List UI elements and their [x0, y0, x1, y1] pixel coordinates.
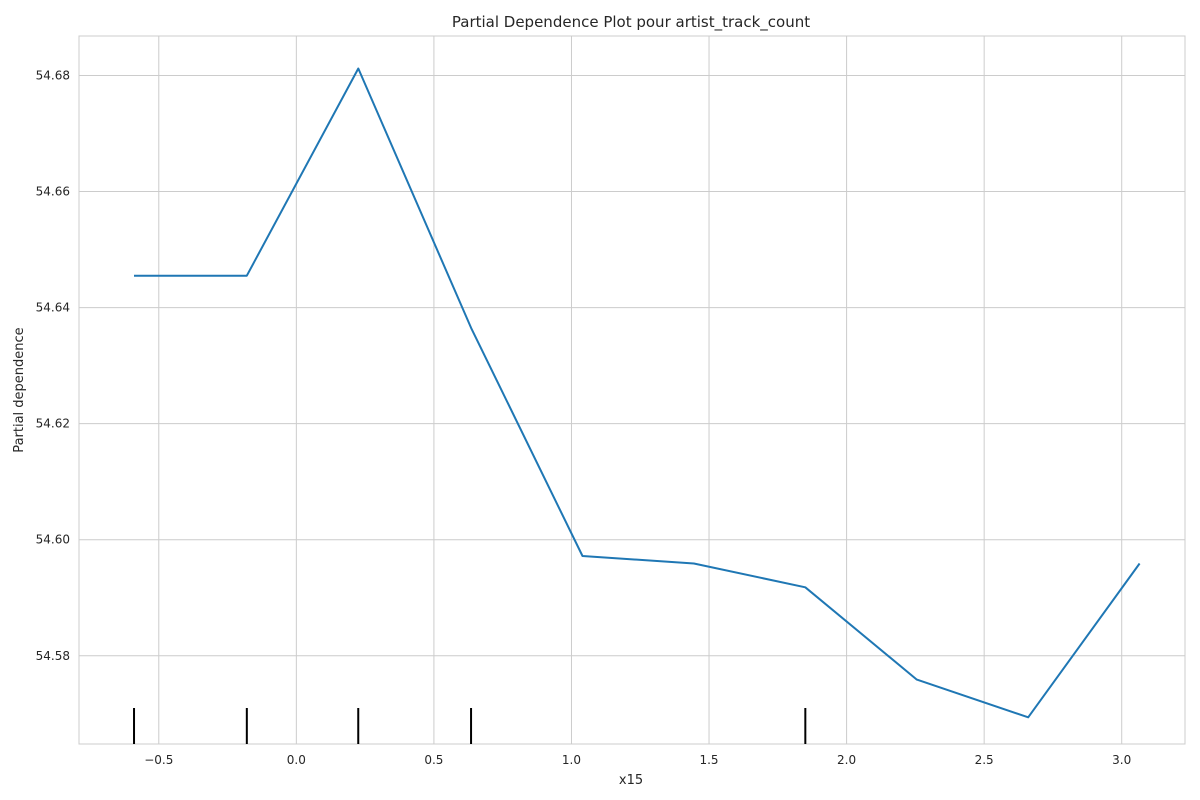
y-axis-ticks: 54.58 54.60 54.62 54.64 54.66 54.68: [36, 68, 70, 662]
chart-title: Partial Dependence Plot pour artist_trac…: [452, 13, 810, 32]
series-group: [134, 67, 1141, 719]
y-axis-label: Partial dependence: [12, 327, 27, 452]
y-tick-label: 54.58: [36, 649, 70, 663]
rug-marks: [133, 708, 807, 744]
x-axis-label: x15: [619, 773, 643, 788]
series-line: [134, 67, 1141, 719]
plot-frame: [78, 35, 1186, 745]
x-axis-ticks: −0.5 0.0 0.5 1.0 1.5 2.0 2.5 3.0: [144, 753, 1131, 767]
y-tick-label: 54.68: [36, 68, 70, 82]
x-tick-label: 1.0: [562, 753, 581, 767]
x-tick-label: 2.0: [837, 753, 856, 767]
y-tick-label: 54.66: [36, 185, 70, 199]
x-tick-label: 3.0: [1112, 753, 1131, 767]
x-tick-label: 1.5: [699, 753, 718, 767]
grid: [79, 36, 1185, 744]
y-tick-label: 54.60: [36, 533, 70, 547]
x-tick-label: 0.0: [287, 753, 306, 767]
x-tick-label: −0.5: [144, 753, 173, 767]
x-tick-label: 0.5: [424, 753, 443, 767]
y-tick-label: 54.62: [36, 417, 70, 431]
x-tick-label: 2.5: [975, 753, 994, 767]
y-tick-label: 54.64: [36, 301, 70, 315]
